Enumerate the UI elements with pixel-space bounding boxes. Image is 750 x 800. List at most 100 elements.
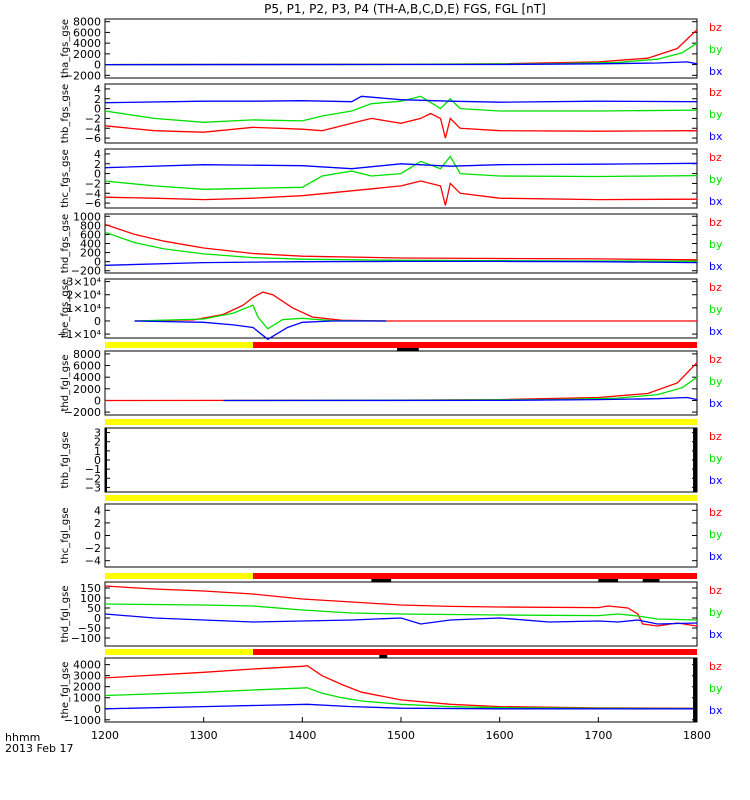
y-tick-label: 2 xyxy=(94,93,101,106)
y-tick-label: −4 xyxy=(85,555,101,568)
legend-bz: bz xyxy=(709,281,722,294)
series-line-bz xyxy=(104,180,698,206)
y-axis-label: thb_fgs_gse xyxy=(60,84,71,143)
series-line-by xyxy=(104,603,698,621)
y-tick-label: 6000 xyxy=(73,26,101,39)
y-tick-label: 2 xyxy=(94,436,101,449)
legend-by: by xyxy=(709,528,723,541)
panel-frame xyxy=(104,657,698,723)
y-tick-label: 4000 xyxy=(73,371,101,384)
legend-by: by xyxy=(709,43,723,56)
x-tick-label: 1400 xyxy=(288,729,316,742)
y-tick-label: 0 xyxy=(94,530,101,543)
y-tick-label: 1×10⁴ xyxy=(66,302,101,315)
y-tick-label: 150 xyxy=(80,582,101,595)
edge-block xyxy=(693,658,697,722)
series-line-bx xyxy=(104,613,698,625)
legend-bx: bx xyxy=(709,397,723,410)
status-bar-red xyxy=(253,573,697,579)
y-tick-label: 8000 xyxy=(73,16,101,29)
y-tick-label: −1×10⁴ xyxy=(57,328,101,341)
y-tick-label: −3 xyxy=(85,481,101,494)
legend-bz: bz xyxy=(709,353,722,366)
y-tick-label: 2×10⁴ xyxy=(66,289,101,302)
series-line-bx xyxy=(104,61,698,66)
panel-frame xyxy=(104,427,698,493)
panel-frame xyxy=(104,148,698,209)
panel-frame xyxy=(104,18,698,79)
panel-frame xyxy=(104,278,698,339)
series-line-bz xyxy=(104,665,698,709)
y-tick-label: 0 xyxy=(94,256,101,269)
series-line-bx xyxy=(134,320,387,341)
y-tick-label: −1000 xyxy=(64,714,101,727)
series-line-bx xyxy=(104,260,698,266)
series-line-bx xyxy=(104,703,697,710)
series-line-bx xyxy=(223,396,698,402)
panel-frame xyxy=(104,503,698,568)
series-line-by xyxy=(104,687,698,710)
legend-bx: bx xyxy=(709,704,723,717)
legend-bx: bx xyxy=(709,65,723,78)
legend-bx: bx xyxy=(709,325,723,338)
y-tick-label: 4000 xyxy=(73,37,101,50)
y-tick-label: 1 xyxy=(94,445,101,458)
y-tick-label: 0 xyxy=(94,612,101,625)
legend-bx: bx xyxy=(709,628,723,641)
status-mark xyxy=(379,655,388,658)
legend-bz: bz xyxy=(709,151,722,164)
legend-by: by xyxy=(709,452,723,465)
status-mark xyxy=(598,579,619,582)
y-tick-label: 0 xyxy=(94,703,101,716)
x-tick-label: 1600 xyxy=(486,729,514,742)
legend-bz: bz xyxy=(709,21,722,34)
y-tick-label: 3 xyxy=(94,427,101,440)
y-axis-label: thc_fgs_gse xyxy=(60,149,71,208)
legend-bx: bx xyxy=(709,195,723,208)
y-tick-label: 2 xyxy=(94,517,101,530)
y-tick-label: 600 xyxy=(80,228,101,241)
legend-bz: bz xyxy=(709,86,722,99)
y-tick-label: 0 xyxy=(94,168,101,181)
y-tick-label: −4 xyxy=(85,122,101,135)
status-bar-yellow xyxy=(105,573,253,579)
legend-bx: bx xyxy=(709,474,723,487)
series-line-by xyxy=(223,376,698,402)
x-axis: 1200 1300 1400 1500 1600 1700 1800 xyxy=(91,717,711,742)
y-axis-label: the_fgs_gse xyxy=(60,279,71,338)
legend-bx: bx xyxy=(709,260,723,273)
y-axis-label: the_fgl_gse xyxy=(60,662,71,719)
status-bar-red xyxy=(253,342,697,348)
series-line-bx xyxy=(104,95,698,104)
panel-frame xyxy=(104,213,698,274)
legend-by: by xyxy=(709,108,723,121)
y-tick-label: −2 xyxy=(85,542,101,555)
y-tick-label: 4 xyxy=(94,83,101,96)
legend-bz: bz xyxy=(709,506,722,519)
legend-bz: bz xyxy=(709,584,722,597)
y-tick-label: 2 xyxy=(94,158,101,171)
y-tick-label: 4000 xyxy=(73,659,101,672)
status-mark xyxy=(397,348,419,351)
y-axis-label: tha_fgs_gse xyxy=(60,19,71,78)
y-axis-label: thd_fgs_gse xyxy=(60,214,71,273)
status-bar-yellow xyxy=(105,342,253,348)
y-tick-label: 3×10⁴ xyxy=(66,276,101,289)
y-tick-label: −2 xyxy=(85,472,101,485)
y-tick-label: −1 xyxy=(85,463,101,476)
y-tick-label: 400 xyxy=(80,238,101,251)
y-tick-label: 2000 xyxy=(73,48,101,61)
y-axis-label: thd_fgl_gse xyxy=(60,586,71,643)
y-tick-label: −2000 xyxy=(64,406,101,419)
series-line-by xyxy=(134,304,387,330)
legend-bx: bx xyxy=(709,130,723,143)
x-tick-label: 1200 xyxy=(91,729,119,742)
series-line-bz xyxy=(104,223,698,261)
